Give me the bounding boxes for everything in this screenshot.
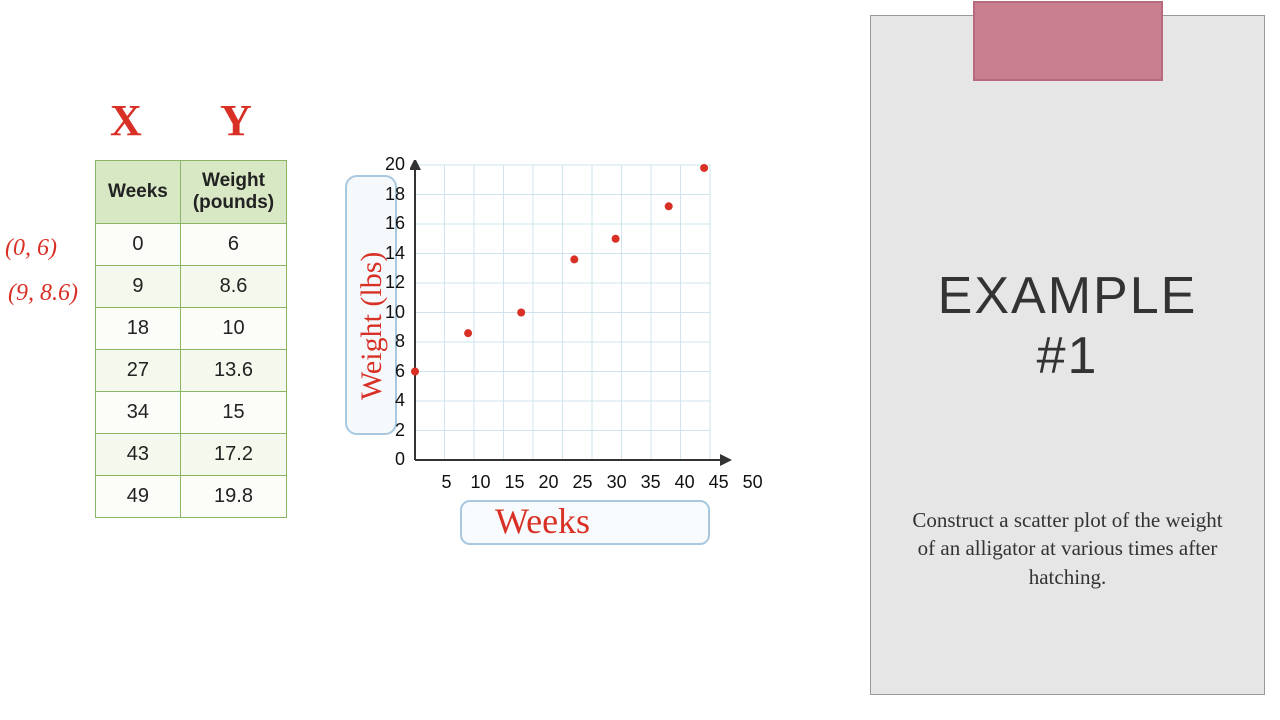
scatter-point xyxy=(411,368,419,376)
x-tick: 20 xyxy=(534,472,563,493)
scatter-point xyxy=(665,202,673,210)
x-tick: 10 xyxy=(466,472,495,493)
scatter-point xyxy=(464,329,472,337)
x-tick: 25 xyxy=(568,472,597,493)
scatter-chart: Weight (lbs) 20 18 16 14 12 10 8 6 4 2 0 xyxy=(410,160,740,480)
x-tick: 50 xyxy=(738,472,767,493)
cell-weeks: 34 xyxy=(96,392,181,434)
cell-weight: 15 xyxy=(180,392,286,434)
y-tick: 4 xyxy=(380,391,405,421)
scatter-point xyxy=(700,164,708,172)
cell-weight: 8.6 xyxy=(180,266,286,308)
header-weight-line2: (pounds) xyxy=(193,192,274,213)
table-row: 06 xyxy=(96,224,287,266)
cell-weight: 6 xyxy=(180,224,286,266)
table-row: 1810 xyxy=(96,308,287,350)
title-line2: #1 xyxy=(1037,327,1099,385)
y-tick: 14 xyxy=(380,244,405,274)
scatter-point xyxy=(517,309,525,317)
cell-weeks: 18 xyxy=(96,308,181,350)
cell-weeks: 9 xyxy=(96,266,181,308)
scatter-point xyxy=(570,255,578,263)
example-description: Construct a scatter plot of the weight o… xyxy=(871,506,1264,591)
cell-weight: 17.2 xyxy=(180,434,286,476)
y-tick: 6 xyxy=(380,362,405,392)
table-row: 4919.8 xyxy=(96,476,287,518)
annotation-x: X xyxy=(110,95,142,146)
title-line1: EXAMPLE xyxy=(938,267,1198,325)
example-title: EXAMPLE #1 xyxy=(871,266,1264,386)
y-tick: 0 xyxy=(380,450,405,480)
cell-weeks: 0 xyxy=(96,224,181,266)
y-tick: 2 xyxy=(380,421,405,451)
table-row: 4317.2 xyxy=(96,434,287,476)
x-axis-ticks: 5 10 15 20 25 30 35 40 45 50 xyxy=(432,472,767,493)
example-panel: EXAMPLE #1 Construct a scatter plot of t… xyxy=(870,15,1265,695)
cell-weeks: 27 xyxy=(96,350,181,392)
annotation-coord-2: (9, 8.6) xyxy=(8,280,78,307)
y-axis-ticks: 20 18 16 14 12 10 8 6 4 2 0 xyxy=(380,155,405,480)
y-tick: 8 xyxy=(380,332,405,362)
cell-weight: 19.8 xyxy=(180,476,286,518)
x-tick: 5 xyxy=(432,472,461,493)
cell-weight: 13.6 xyxy=(180,350,286,392)
cell-weeks: 43 xyxy=(96,434,181,476)
table-header-row: Weeks Weight (pounds) xyxy=(96,161,287,224)
table-row: 98.6 xyxy=(96,266,287,308)
header-weight: Weight (pounds) xyxy=(180,161,286,224)
y-tick: 16 xyxy=(380,214,405,244)
y-tick: 20 xyxy=(380,155,405,185)
y-tick: 18 xyxy=(380,185,405,215)
header-weight-line1: Weight xyxy=(202,170,265,191)
table-row: 3415 xyxy=(96,392,287,434)
x-tick: 30 xyxy=(602,472,631,493)
x-tick: 35 xyxy=(636,472,665,493)
chart-svg xyxy=(410,160,740,480)
panel-tab xyxy=(973,1,1163,81)
x-tick: 40 xyxy=(670,472,699,493)
x-tick: 15 xyxy=(500,472,529,493)
annotation-coord-1: (0, 6) xyxy=(5,235,57,262)
scatter-points xyxy=(411,164,708,376)
header-weeks: Weeks xyxy=(96,161,181,224)
cell-weight: 10 xyxy=(180,308,286,350)
scatter-point xyxy=(612,235,620,243)
x-tick: 45 xyxy=(704,472,733,493)
table-body: 06 98.6 1810 2713.6 3415 4317.2 4919.8 xyxy=(96,224,287,518)
cell-weeks: 49 xyxy=(96,476,181,518)
data-table: Weeks Weight (pounds) 06 98.6 1810 2713.… xyxy=(95,160,287,518)
annotation-y: Y xyxy=(220,95,252,146)
table-row: 2713.6 xyxy=(96,350,287,392)
x-axis-title: Weeks xyxy=(495,500,590,542)
y-tick: 10 xyxy=(380,303,405,333)
y-tick: 12 xyxy=(380,273,405,303)
